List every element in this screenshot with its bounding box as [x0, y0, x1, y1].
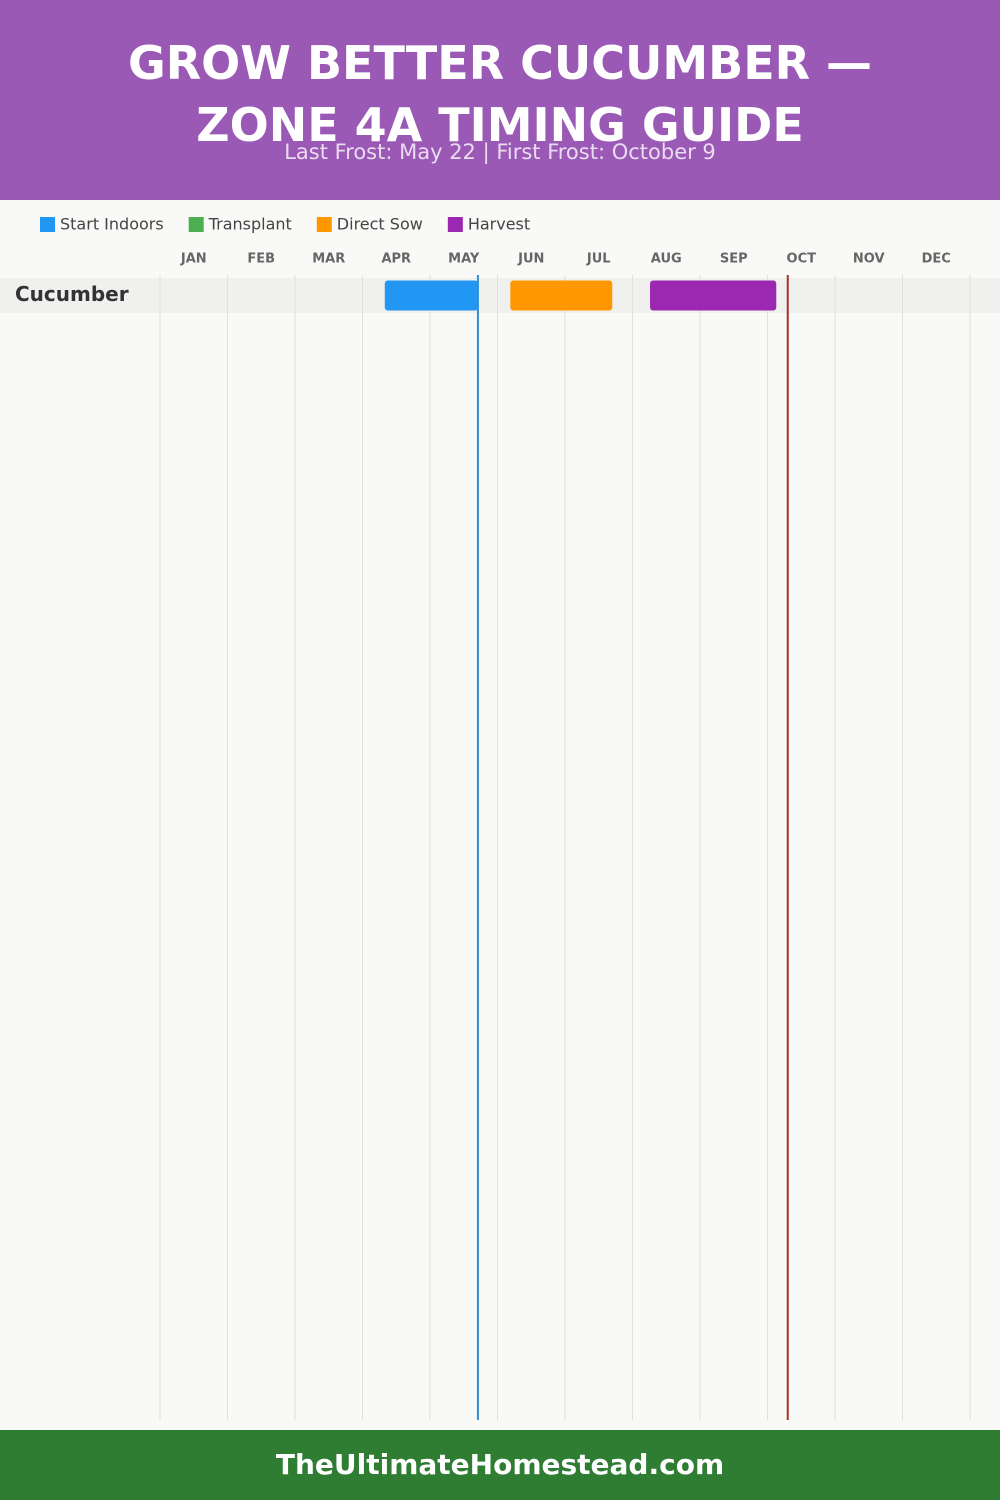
x-tick-label: DEC: [922, 252, 951, 267]
x-tick-label: JUL: [586, 252, 611, 267]
legend-swatch: [40, 217, 55, 232]
footer: TheUltimateHomestead.com: [0, 1430, 1000, 1500]
legend-label: Direct Sow: [337, 215, 423, 234]
row-label: Cucumber: [15, 282, 129, 306]
legend-swatch: [447, 217, 463, 232]
legend-swatch: [188, 217, 204, 232]
chart-subtitle: Last Frost: May 22 | First Frost: Octobe…: [284, 140, 716, 164]
x-tick-label: MAR: [312, 252, 345, 267]
x-tick-label: OCT: [787, 252, 817, 267]
chart: JAN FEB MAR APR MAY JUN JUL AUG SEP OCT NOV DEC Star…: [0, 215, 1000, 1420]
chart-title: GROW BETTER CUCUMBER — ZONE 4A TIMING GU…: [127, 36, 873, 152]
x-tick-label: AUG: [651, 252, 682, 267]
legend-swatch: [316, 217, 332, 232]
task-bar: [384, 280, 478, 311]
task-bar: [510, 280, 613, 311]
x-tick-label: APR: [381, 252, 411, 267]
x-tick-label: JUN: [517, 252, 544, 267]
x-tick-label: FEB: [247, 252, 275, 267]
x-tick-label: JAN: [180, 252, 207, 267]
row-background: [0, 278, 1000, 313]
legend-label: Harvest: [468, 215, 530, 234]
x-tick-label: SEP: [720, 252, 748, 267]
x-tick-label: NOV: [853, 252, 885, 267]
header: GROW BETTER CUCUMBER — ZONE 4A TIMING GU…: [0, 0, 1000, 200]
x-tick-label: MAY: [448, 252, 480, 267]
legend-label: Transplant: [208, 215, 292, 234]
task-bar: [650, 280, 777, 311]
legend-label: Start Indoors: [60, 215, 164, 234]
